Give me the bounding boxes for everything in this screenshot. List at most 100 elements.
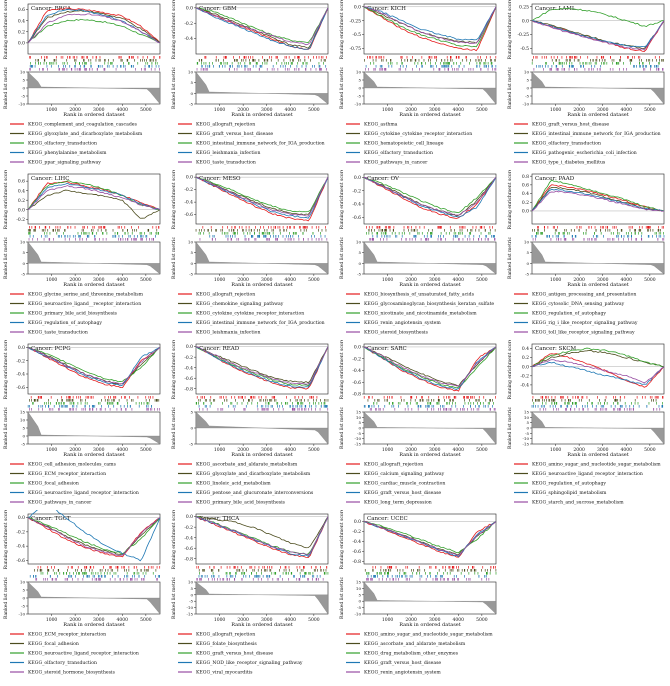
metric-tick-label: 0 xyxy=(190,91,193,96)
es-series-line xyxy=(363,176,497,214)
gsea-panel: Cancer: SKCM 0.4 0.2 0.0 -0.2 -0.4 Running enr… xyxy=(504,338,670,512)
metric-tick-label: 5 xyxy=(190,250,193,255)
x-tick-label: 4000 xyxy=(453,447,465,453)
es-series-line xyxy=(27,182,161,211)
es-series-line xyxy=(363,6,497,44)
legend-label: KEGG_pathways_in_cancer xyxy=(28,500,92,506)
hit-bars xyxy=(201,65,327,68)
x-tick-label: 2000 xyxy=(573,107,585,113)
metric-tick-label: 10 xyxy=(524,70,530,75)
legend-label: KEGG_NOD_like_receptor_signaling_pathway xyxy=(196,660,303,666)
metric-area xyxy=(27,71,161,105)
legend-label: KEGG_focal_adhesion xyxy=(28,641,79,647)
x-tick-label: 3000 xyxy=(429,277,441,283)
metric-tick-label: -5 xyxy=(21,604,25,609)
metric-tick-label: -15 xyxy=(523,442,530,447)
es-series-line xyxy=(363,6,497,41)
metric-tick-label: 10 xyxy=(188,240,194,245)
metric-tick-label: 10 xyxy=(20,240,26,245)
es-frame xyxy=(363,513,497,565)
x-tick-label: 3000 xyxy=(93,447,105,453)
x-tick-label: 2000 xyxy=(69,107,81,113)
x-tick-label: 4000 xyxy=(621,277,633,283)
hit-bars xyxy=(29,575,160,578)
y-tick-label: -0.2 xyxy=(520,373,529,379)
metric-tick-label: -15 xyxy=(355,442,362,447)
legend-label: KEGG_glycosaminoglycan_biosynthesis_kera… xyxy=(364,301,494,307)
metric-area xyxy=(363,241,497,275)
hit-bars xyxy=(29,65,160,68)
legend-label: KEGG_hematopoietic_cell_lineage xyxy=(364,141,444,147)
legend-label: KEGG_focal_adhesion xyxy=(28,481,79,487)
es-series-line xyxy=(363,346,497,389)
es-series-line xyxy=(531,8,665,28)
gsea-panel: Cancer: BRCA 0.0 0.2 0.4 0.6 Running enrichme… xyxy=(0,0,166,172)
x-axis-label: Rank in ordered dataset xyxy=(399,282,461,288)
metric-tick-label: 5 xyxy=(190,586,193,591)
es-series-line xyxy=(27,517,161,558)
y-tick-label: 0.6 xyxy=(18,179,25,185)
legend-label: KEGG_toll_like_receptor_signaling_pathwa… xyxy=(532,330,635,336)
metric-tick-label: 0 xyxy=(190,261,193,266)
es-series-line xyxy=(363,6,497,44)
es-frame xyxy=(27,3,161,55)
x-tick-label: 2000 xyxy=(405,447,417,453)
legend-label: KEGG_rig_i_like_receptor_signaling_pathw… xyxy=(532,320,638,326)
x-axis-label: Rank in ordered dataset xyxy=(63,622,125,628)
metric-tick-label: -5 xyxy=(357,272,361,277)
y-tick-label: 0.0 xyxy=(522,209,529,215)
x-tick-label: 3000 xyxy=(429,617,441,623)
x-axis-label: Rank in ordered dataset xyxy=(399,112,461,118)
legend-label: KEGG_steroid_hormone_biosynthesis xyxy=(28,670,115,676)
metric-tick-label: -5 xyxy=(189,102,193,107)
es-series-line xyxy=(363,346,497,387)
x-tick-label: 5000 xyxy=(476,277,488,283)
y-tick-label: 0.2 xyxy=(18,198,25,204)
metric-area xyxy=(195,241,329,275)
legend-label: KEGG_graft_versus_host_disease xyxy=(364,660,441,666)
x-tick-label: 3000 xyxy=(93,277,105,283)
legend-label: KEGG_intestinal_immune_network_for_IGA_p… xyxy=(196,141,325,147)
x-axis-label: Rank in ordered dataset xyxy=(399,452,461,458)
legend-label: KEGG_intestinal_immune_network_for_IGA_p… xyxy=(532,131,661,137)
legend-label: KEGG_primary_bile_acid_biosynthesis xyxy=(28,311,118,317)
es-series-line xyxy=(531,20,665,49)
metric-tick-label: -5 xyxy=(21,94,25,99)
legend-label: KEGG_biosynthesis_of_unsaturated_fatty_a… xyxy=(364,292,475,298)
legend-label: KEGG_ascorbate_and_aldarate_metabolism xyxy=(196,462,298,468)
hit-bars xyxy=(35,59,157,62)
es-series-line xyxy=(195,176,329,217)
legend-label: KEGG_nicotinate_and_nicotinamide_metabol… xyxy=(364,311,477,317)
metric-tick-label: 10 xyxy=(356,240,362,245)
metric-tick-label: 5 xyxy=(22,78,25,83)
x-tick-label: 1000 xyxy=(382,617,394,623)
y-tick-label: 0.0 xyxy=(354,345,361,351)
metric-tick-label: 10 xyxy=(20,70,26,75)
y-tick-label: 0.6 xyxy=(18,7,25,13)
metric-tick-label: 10 xyxy=(524,415,530,420)
legend-label: KEGG_olfactory_transduction xyxy=(28,660,97,666)
legend-label: KEGG_neuroactive_ligand__receptor_intera… xyxy=(28,301,141,307)
es-series-line xyxy=(27,346,161,385)
hit-bars xyxy=(35,578,158,581)
metric-tick-label: -5 xyxy=(525,94,529,99)
legend-label: KEGG_complement_and_coagulation_cascades xyxy=(28,122,138,128)
metric-tick-label: 0 xyxy=(358,86,361,91)
metric-tick-label: 10 xyxy=(188,580,194,585)
gsea-plot: Cancer: READ 0.0 -0.2 -0.4 -0.6 -0.8 Running e… xyxy=(171,338,329,506)
es-frame xyxy=(195,343,329,395)
metric-axis-label: Ranked list metric xyxy=(171,577,177,620)
legend-label: KEGG_allograft_rejection xyxy=(196,122,255,128)
es-frame xyxy=(27,513,161,565)
metric-tick-label: -5 xyxy=(189,272,193,277)
legend-label: KEGG_olfactory_transduction xyxy=(28,141,97,147)
x-tick-label: 1000 xyxy=(382,107,394,113)
y-axis-label: Running enrichment score xyxy=(3,170,9,229)
metric-tick-label: 0 xyxy=(190,592,193,597)
hit-bars xyxy=(29,235,156,238)
hit-bars xyxy=(366,578,490,581)
panel-title: Cancer: SARC xyxy=(367,346,407,352)
metric-tick-label: 15 xyxy=(524,410,530,415)
hit-bars xyxy=(369,408,496,411)
